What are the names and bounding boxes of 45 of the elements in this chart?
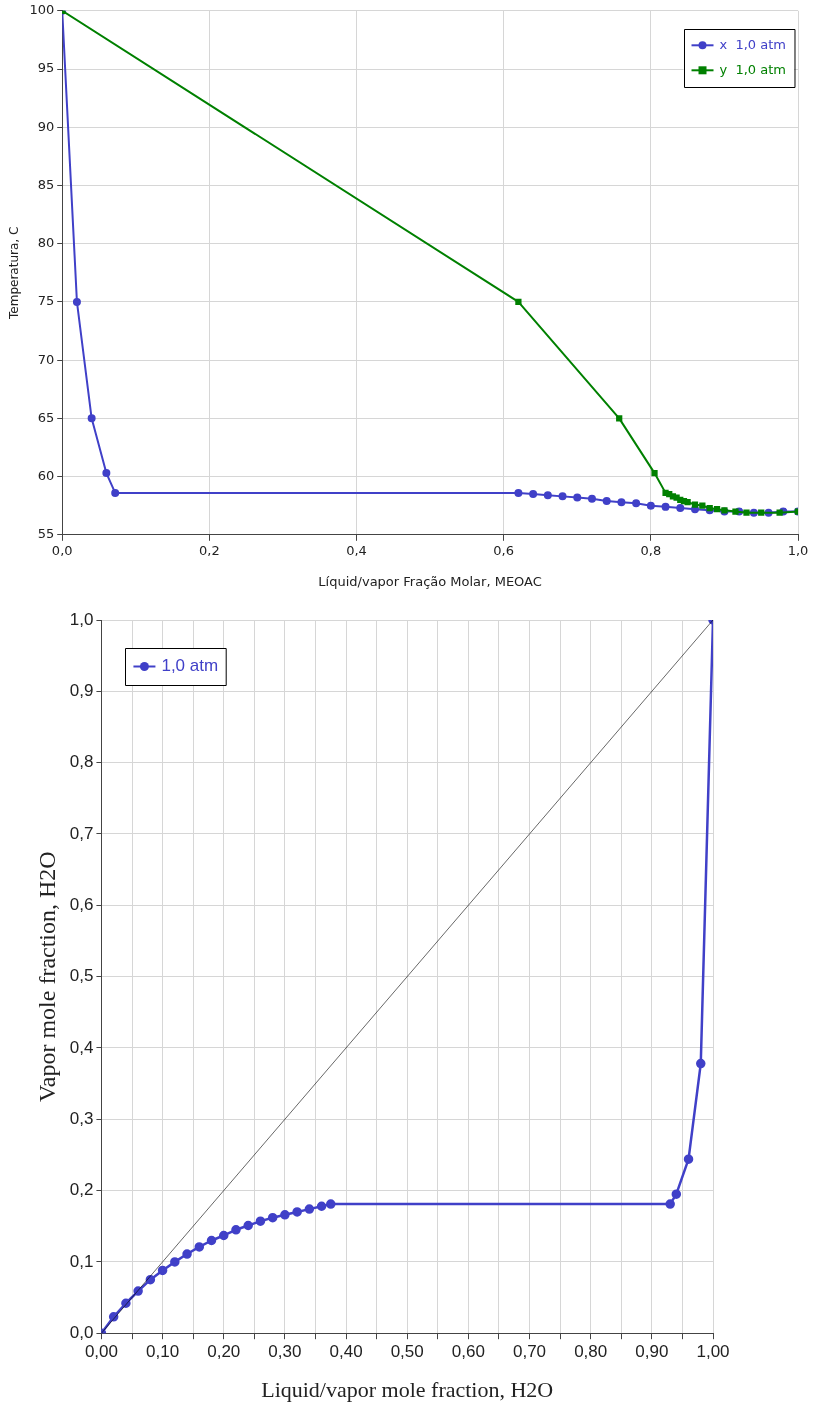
x-axis-title: Líquid/vapor Fração Molar, MEOAC (318, 573, 542, 589)
y-tick-label: 0,4 (69, 1037, 94, 1057)
y-axis-title: Temperatura, C (7, 226, 22, 320)
x-tick-label: 0,50 (390, 1342, 424, 1362)
x-tick-label: 1,00 (696, 1342, 730, 1362)
x-tick-label: 0,2 (199, 542, 220, 558)
x-tick-label: 0,10 (146, 1342, 180, 1362)
y-tick-label: 0,1 (69, 1251, 94, 1271)
x-tick-label: 0,8 (640, 542, 662, 558)
y-tick-label: 0,3 (69, 1108, 94, 1128)
legend-label: 1,0 atm (161, 656, 219, 676)
x-tick-label: 0,80 (574, 1342, 608, 1362)
y-tick-label: 90 (37, 118, 55, 134)
y-tick-label: 80 (37, 235, 55, 251)
legend-label: x 1,0 atm (719, 36, 787, 52)
legend-label: y 1,0 atm (719, 61, 787, 77)
y-tick-label: 65 (37, 409, 55, 425)
x-axis-title: Liquid/vapor mole fraction, H2O (261, 1376, 554, 1402)
x-tick-label: 0,90 (635, 1342, 669, 1362)
x-tick-label: 0,6 (493, 542, 515, 558)
y-tick-label: 0,9 (69, 681, 94, 701)
y-axis-title: Vapor mole fraction, H2O (33, 851, 60, 1102)
x-tick-label: 0,00 (84, 1342, 118, 1362)
y-tick-label: 95 (37, 60, 55, 76)
x-tick-label: 0,70 (512, 1342, 547, 1362)
y-tick-label: 0,7 (69, 823, 94, 843)
x-tick-label: 0,60 (451, 1342, 485, 1362)
x-tick-label: 0,4 (346, 542, 367, 558)
y-tick-label: 75 (37, 293, 55, 309)
y-tick-label: 100 (29, 2, 55, 18)
x-tick-label: 0,0 (51, 542, 73, 558)
y-tick-label: 70 (37, 351, 55, 367)
y-tick-label: 60 (37, 467, 55, 483)
y-tick-label: 0,5 (69, 966, 94, 986)
x-tick-label: 0,20 (207, 1342, 241, 1362)
x-tick-label: 0,40 (329, 1342, 363, 1362)
y-tick-label: 1,0 (69, 609, 94, 629)
x-tick-label: 0,30 (268, 1342, 302, 1362)
y-tick-label: 0,2 (69, 1180, 94, 1200)
y-tick-label: 0,6 (69, 894, 94, 914)
y-tick-label: 55 (37, 526, 55, 542)
y-tick-label: 0,0 (69, 1322, 94, 1342)
y-tick-label: 85 (37, 176, 55, 192)
y-tick-label: 0,8 (69, 752, 94, 772)
x-tick-label: 1,0 (787, 542, 809, 558)
